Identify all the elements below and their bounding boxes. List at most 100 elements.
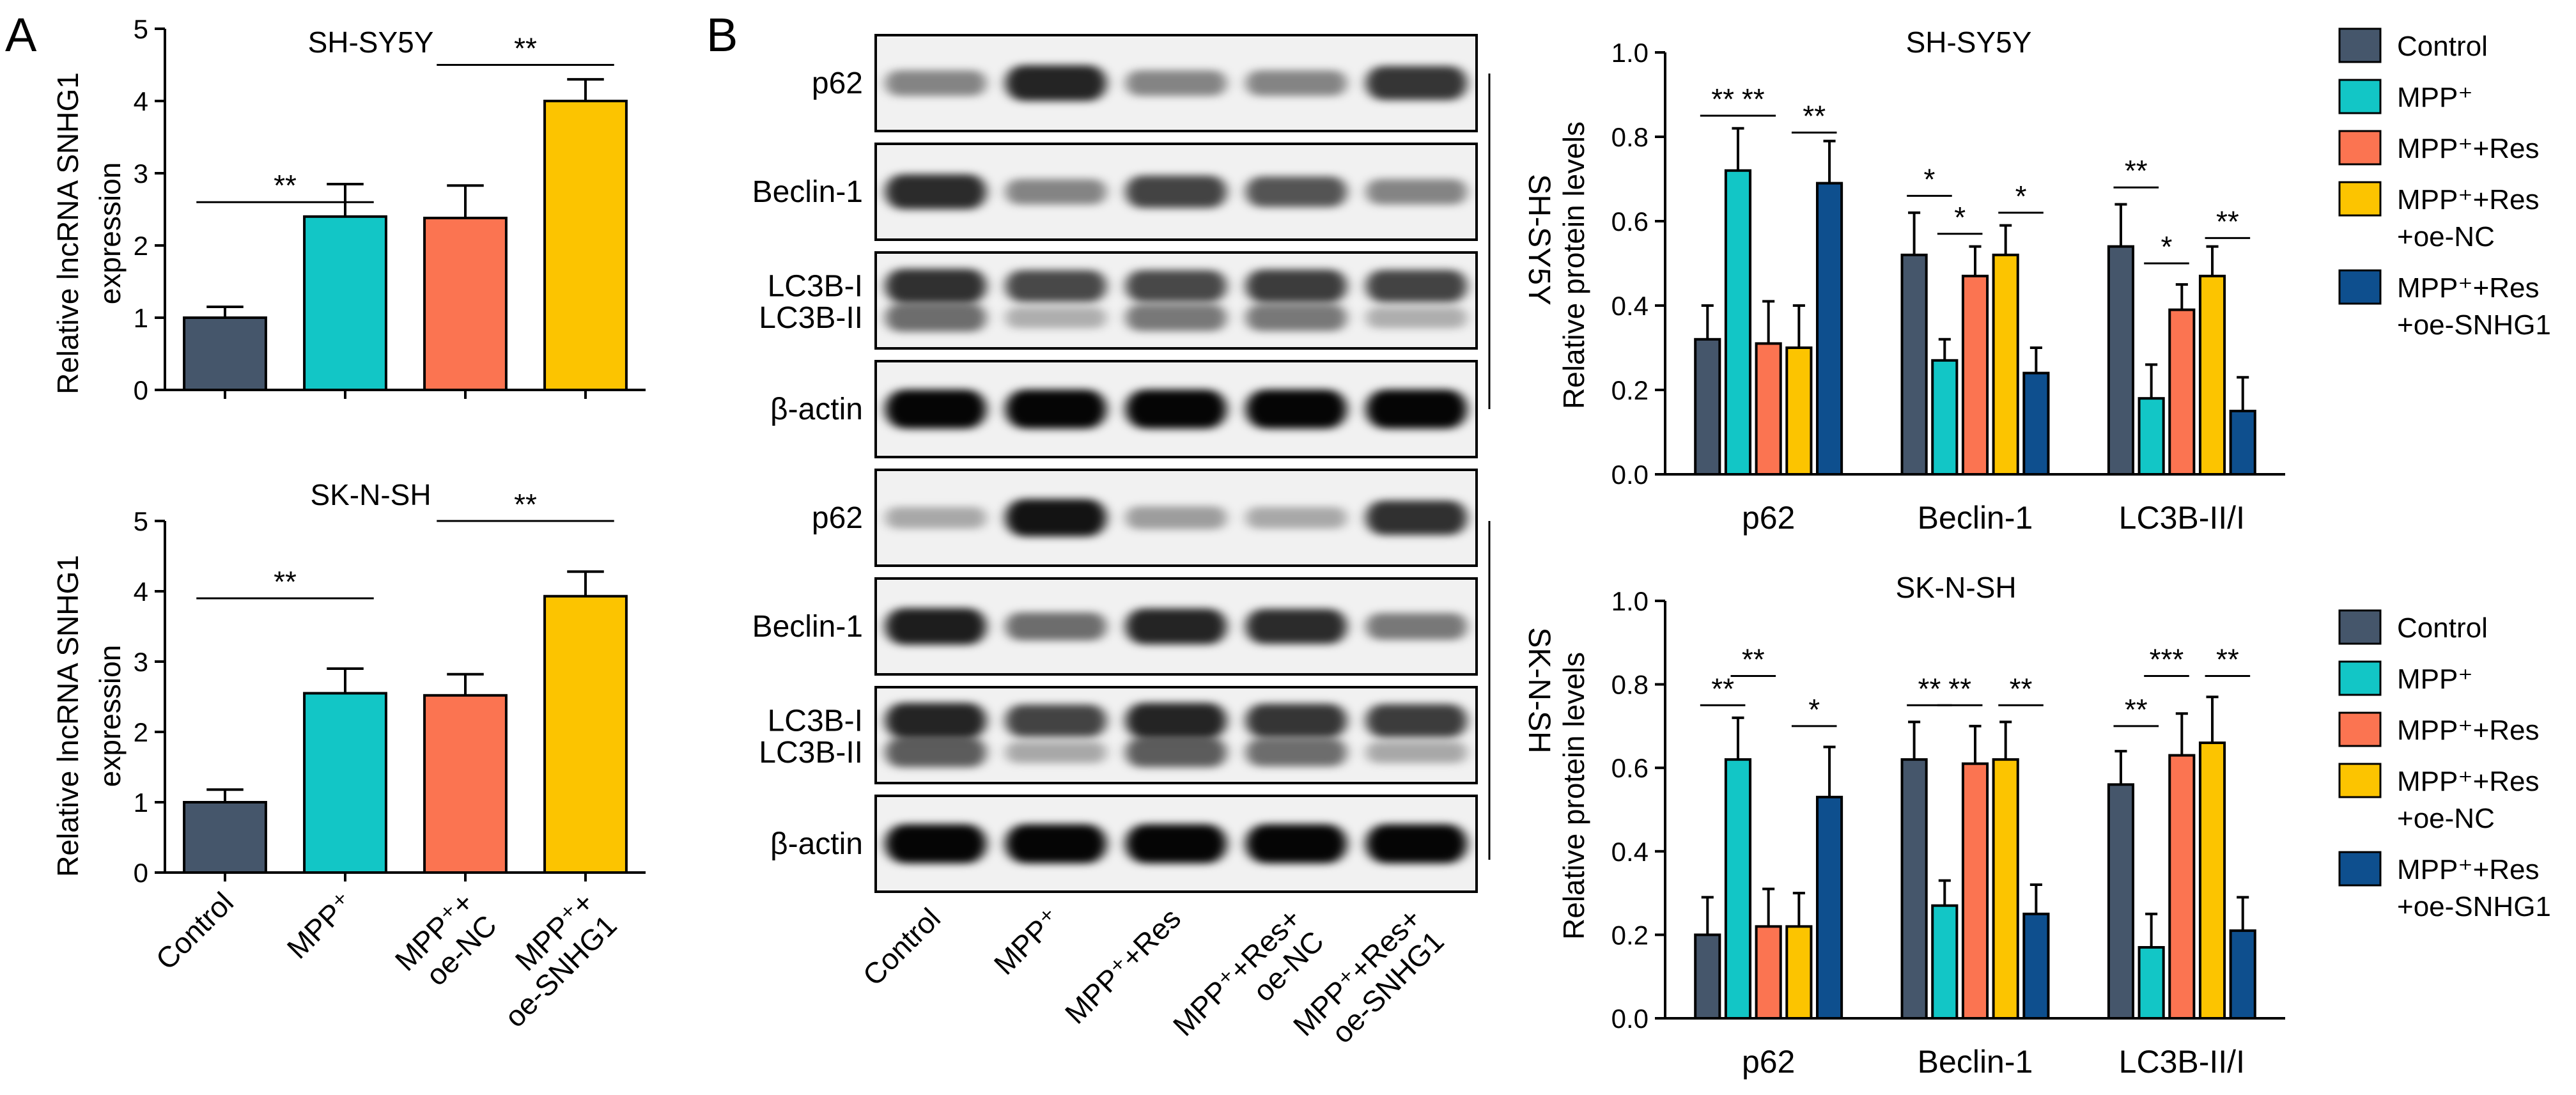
blot-label: p62 <box>812 501 863 535</box>
blot-band <box>1005 612 1106 641</box>
bar <box>2198 742 2226 1020</box>
bar <box>1961 762 1989 1020</box>
y-tick-label: 0 <box>134 375 148 405</box>
bar <box>2022 371 2050 476</box>
bar <box>423 217 508 391</box>
bar <box>303 692 387 874</box>
y-tick-label: 3 <box>134 647 148 677</box>
y-axis-label-line1: Relative lncRNA SNHG1 <box>51 555 84 877</box>
blot-label: β-actin <box>770 827 863 861</box>
blot-band <box>1005 307 1106 329</box>
legend-entry: +oe-SNHG1 <box>2397 891 2551 922</box>
y-axis-label-line2: expression <box>93 162 127 304</box>
blot-band <box>1246 609 1347 644</box>
blot-band <box>1126 506 1227 529</box>
bar <box>1755 342 1782 476</box>
y-tick-label: 0.8 <box>1611 670 1649 700</box>
legend-entry: Control <box>2397 612 2488 644</box>
blot-band <box>1366 824 1467 864</box>
blot-band <box>885 824 986 864</box>
lane-label: MPP⁺ <box>988 901 1067 981</box>
bar <box>2138 397 2165 476</box>
blot-band <box>1366 613 1467 640</box>
bar <box>1815 182 1843 476</box>
blot-band <box>885 389 986 429</box>
bar <box>183 801 267 874</box>
significance-label: ** <box>1742 643 1765 676</box>
y-tick-label: 1 <box>134 303 148 333</box>
lane-label: MPP⁺+Res+oe-SNHG1 <box>1287 901 1450 1065</box>
x-tick-label: LC3B-II/I <box>2119 1044 2245 1080</box>
x-tick-label: p62 <box>1742 1044 1795 1080</box>
blot-band <box>1246 824 1347 864</box>
panel-label-b: B <box>706 8 738 61</box>
blot-band <box>1366 179 1467 205</box>
bar <box>1931 359 1959 476</box>
blot-band <box>885 608 986 645</box>
significance-label: ** <box>2216 205 2239 238</box>
lane-label-line: MPP⁺ <box>988 901 1067 981</box>
significance-label: ** <box>2010 672 2033 705</box>
blot-band <box>1246 304 1347 331</box>
x-tick-label: p62 <box>1742 500 1795 536</box>
legend: Control MPP⁺ MPP⁺+Res MPP⁺+Res +oe-NC MPP⁺+Re… <box>2338 609 2551 922</box>
lane-label: MPP⁺+Res+oe-NC <box>1167 901 1330 1065</box>
y-tick-label: 1.0 <box>1611 38 1649 68</box>
significance-label: ** <box>2216 643 2239 676</box>
legend-entry: Control <box>2397 31 2488 62</box>
x-tick-label: MPP⁺ <box>281 885 360 965</box>
blot-band <box>1246 389 1347 429</box>
legend-entry: MPP⁺+Res <box>2397 715 2540 746</box>
bar <box>2168 754 2196 1020</box>
x-tick-label: LC3B-II/I <box>2119 500 2245 536</box>
x-tick-label: Beclin-1 <box>1918 1044 2033 1080</box>
blot-band <box>885 174 986 210</box>
significance-label: ** <box>274 169 297 202</box>
x-tick-label: MPP⁺+oe-SNHG1 <box>475 885 623 1034</box>
legend-entry: MPP⁺+Res <box>2397 766 2540 797</box>
blot-label: LC3B-II <box>759 736 863 770</box>
bar <box>543 100 628 391</box>
blot-label: Beclin-1 <box>752 610 863 644</box>
bar <box>1815 795 1843 1020</box>
y-tick-label: 0.0 <box>1611 460 1649 490</box>
y-tick-label: 5 <box>134 14 148 44</box>
blot-band <box>1366 742 1467 763</box>
chart-a-bottom: SK-N-SH Relative lncRNA SNHG1 expression… <box>51 478 646 1034</box>
y-tick-label: 0.4 <box>1611 291 1649 321</box>
significance-label: * <box>2161 230 2173 263</box>
blot-band <box>1246 176 1347 207</box>
blot-band <box>1246 703 1347 738</box>
significance-label: ** <box>1711 82 1734 116</box>
blot-label: LC3B-I <box>768 270 863 304</box>
bar <box>543 594 628 874</box>
bar <box>1900 758 1928 1020</box>
blot-band <box>1005 499 1106 537</box>
significance-label: * <box>1808 693 1820 726</box>
legend-swatch <box>2338 763 2382 798</box>
x-tick-label: MPP⁺+oe-NC <box>389 885 503 1000</box>
blot-band <box>1366 389 1467 429</box>
legend-swatch <box>2338 851 2382 887</box>
blot-band <box>885 268 986 304</box>
blot-band <box>1005 179 1106 205</box>
chart-title: SK-N-SH <box>1895 571 2016 604</box>
bar <box>1724 758 1752 1020</box>
bar <box>2229 410 2256 476</box>
chart-title: SH-SY5Y <box>308 26 434 59</box>
significance-label: ** <box>1918 672 1941 705</box>
bar <box>1755 925 1782 1020</box>
y-tick-label: 0.4 <box>1611 837 1649 867</box>
legend-entry: MPP⁺+Res <box>2397 184 2540 215</box>
x-tick-label: Control <box>149 885 240 976</box>
blot-band <box>1126 703 1227 739</box>
legend-entry: MPP⁺+Res <box>2397 272 2540 304</box>
blot-band <box>1005 704 1106 737</box>
blot-band <box>1126 270 1227 302</box>
y-axis-label: Relative protein levels <box>1557 652 1590 940</box>
chart-title: SH-SY5Y <box>1906 26 2032 59</box>
blot-band <box>1005 65 1106 101</box>
